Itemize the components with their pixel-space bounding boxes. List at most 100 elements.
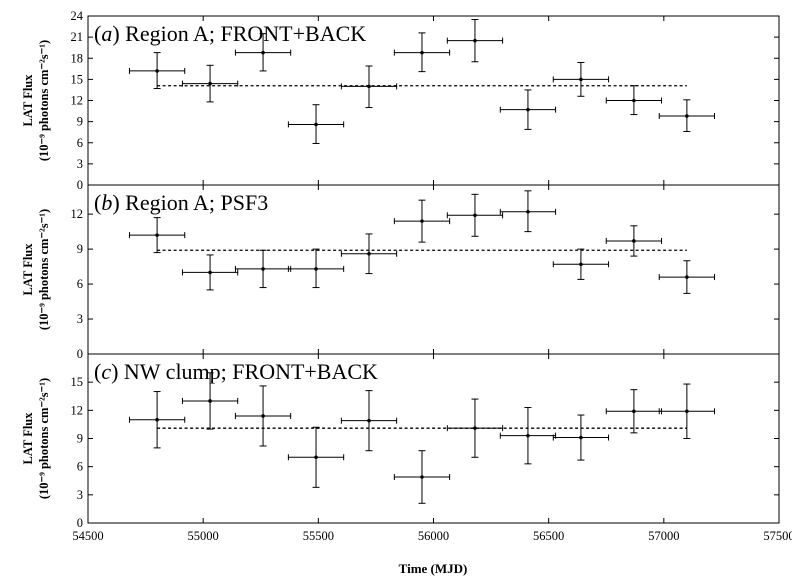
y-tick-label: 18 [71, 51, 84, 65]
data-marker [155, 69, 159, 73]
y-axis-label-line1: LAT Flux [21, 243, 35, 296]
data-marker [367, 418, 371, 423]
data-point [128, 391, 186, 449]
panel-title: (b) Region A; PSF3 [94, 190, 268, 215]
data-marker [526, 107, 530, 112]
data-marker [261, 414, 265, 418]
y-axis-label-line1: LAT Flux [21, 74, 35, 127]
y-tick-label: 9 [77, 115, 83, 129]
data-marker [420, 50, 424, 55]
data-marker [261, 267, 265, 271]
data-point [499, 407, 557, 465]
data-point [287, 426, 345, 488]
y-tick-label: 15 [71, 72, 84, 86]
x-tick-label: 55500 [303, 529, 334, 543]
x-axis: 54500 55000 55500 56000 56500 57000 57500 [72, 529, 792, 543]
data-marker [685, 409, 689, 414]
data-marker [632, 409, 636, 414]
data-marker [155, 417, 159, 422]
y-tick-label: 9 [77, 242, 83, 256]
panel-title-paren: ) [112, 21, 125, 46]
data-marker [579, 262, 583, 267]
y-axis-label-line2: (10⁻⁹ photons cm⁻²s⁻¹) [37, 40, 51, 161]
data-marker [526, 210, 530, 214]
data-point [658, 99, 716, 132]
data-point [605, 389, 663, 434]
panel-a: 0 3 6 9 12 15 18 21 24 (a) Region A; FRONT+BACK LA… [21, 9, 780, 192]
data-marker [208, 81, 212, 86]
data-point [552, 61, 610, 97]
data-marker [155, 233, 159, 237]
data-marker [208, 270, 212, 275]
data-marker [420, 475, 424, 479]
y-tick-label: 9 [77, 432, 83, 446]
data-marker [473, 426, 477, 430]
data-marker [632, 239, 636, 243]
y-tick-label: 24 [71, 9, 84, 23]
y-tick-label: 12 [71, 207, 84, 221]
data-point [605, 85, 663, 116]
y-axis-label-line2: (10⁻⁹ photons cm⁻²s⁻¹) [37, 378, 51, 499]
data-point [181, 372, 239, 430]
data-point [499, 89, 557, 130]
data-point [552, 414, 610, 461]
data-marker [314, 122, 318, 127]
data-marker [579, 77, 583, 82]
data-point [552, 248, 610, 280]
data-marker [314, 455, 318, 460]
x-tick-label: 57500 [763, 529, 792, 543]
data-marker [208, 399, 212, 403]
panel-title-text: Region A; PSF3 [125, 190, 268, 215]
panel-title-text: NW clump; FRONT+BACK [124, 359, 378, 384]
y-tick-label: 3 [77, 312, 83, 326]
y-axis-label-line2: (10⁻⁹ photons cm⁻²s⁻¹) [37, 209, 51, 330]
data-point [234, 249, 292, 289]
data-marker [473, 213, 477, 218]
x-tick-label: 54500 [72, 529, 103, 543]
panel-title-letter: b [101, 190, 112, 215]
data-point [393, 199, 451, 243]
x-axis-label: Time (MJD) [399, 561, 468, 576]
data-point [128, 217, 186, 254]
y-tick-label: 6 [77, 136, 83, 150]
panel-title: (c) NW clump; FRONT+BACK [94, 359, 378, 384]
x-tick-label: 56000 [418, 529, 449, 543]
data-marker [367, 84, 371, 89]
y-tick-label: 12 [71, 94, 84, 108]
data-point [128, 52, 186, 90]
panel-title-paren: ( [94, 190, 101, 215]
y-tick-label: 21 [71, 30, 84, 44]
data-marker [685, 114, 689, 118]
data-marker [526, 433, 530, 438]
data-point [605, 225, 663, 257]
y-tick-label: 15 [71, 375, 84, 389]
data-marker [685, 275, 689, 279]
panel-c: 0 3 6 9 12 15 (c) NW clump; FRONT+BACK LAT Flux… [21, 353, 780, 530]
panel-title-paren: ) [111, 359, 124, 384]
y-tick-label: 6 [77, 277, 83, 291]
y-tick-label: 0 [77, 178, 83, 192]
y-axis-label-line1: LAT Flux [21, 412, 35, 465]
data-marker [579, 435, 583, 440]
panel-title-letter: c [101, 359, 111, 384]
data-point [393, 32, 451, 73]
data-point [393, 450, 451, 504]
y-tick-label: 6 [77, 460, 83, 474]
data-marker [314, 267, 318, 271]
y-tick-label: 12 [71, 403, 84, 417]
data-point [181, 254, 239, 291]
data-point [658, 383, 716, 439]
data-point [658, 260, 716, 294]
data-marker [473, 38, 477, 43]
panel-title-text: Region A; FRONT+BACK [125, 21, 366, 46]
x-tick-label: 56500 [533, 529, 564, 543]
data-marker [420, 219, 424, 223]
panel-title-paren: ) [112, 190, 125, 215]
y-tick-label: 0 [77, 516, 83, 530]
data-point [499, 190, 557, 233]
data-point [340, 233, 398, 275]
data-point [234, 33, 292, 72]
x-tick-label: 57000 [648, 529, 679, 543]
